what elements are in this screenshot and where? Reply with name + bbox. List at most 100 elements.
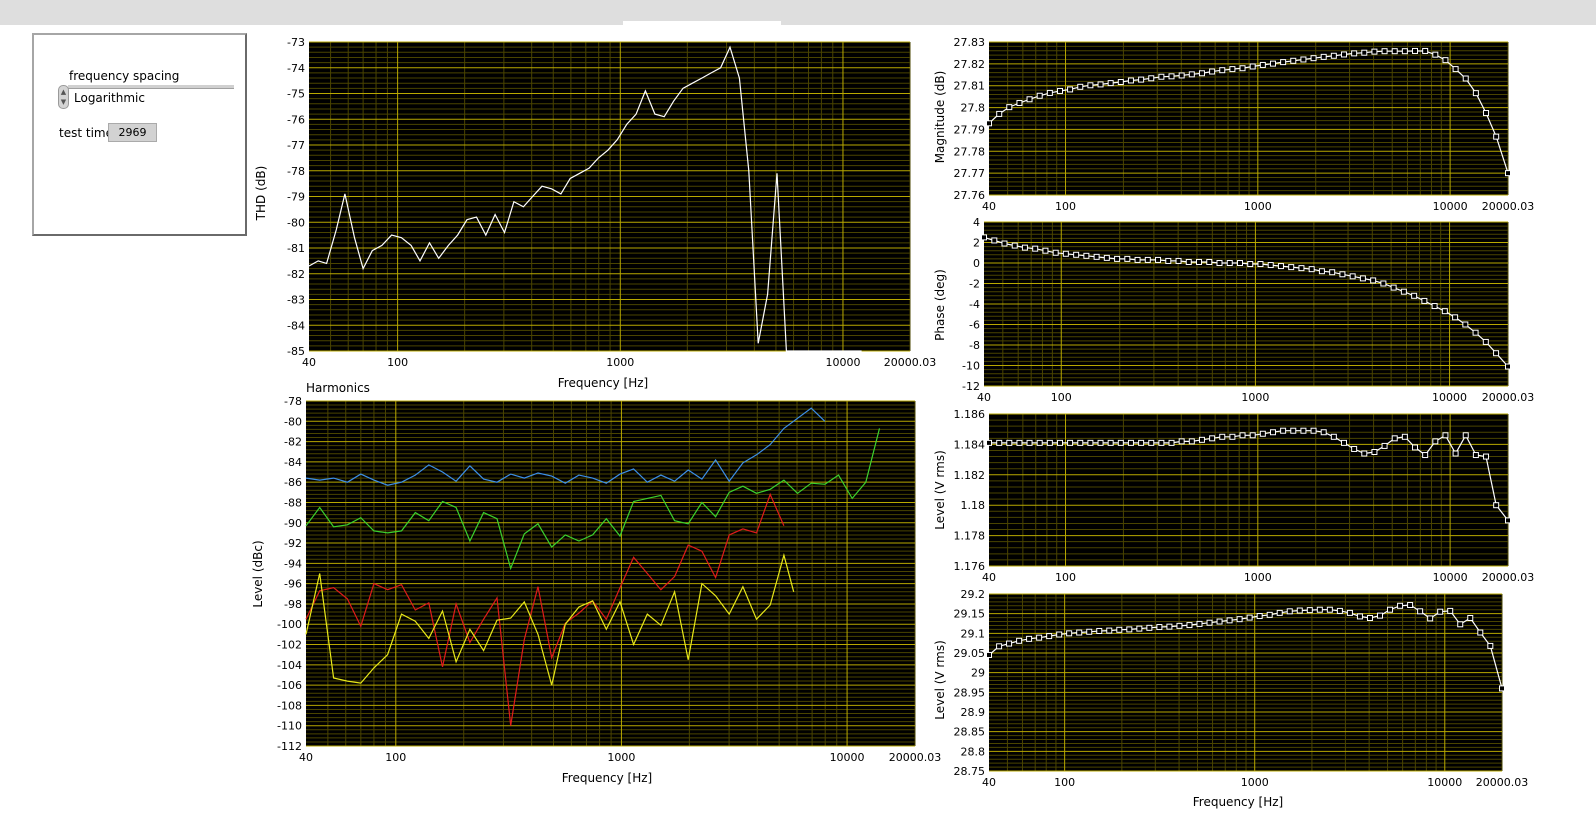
data-point-marker xyxy=(1421,297,1428,304)
data-point-marker xyxy=(1391,435,1398,442)
data-point-marker xyxy=(1036,92,1043,99)
data-point-marker xyxy=(1006,439,1013,446)
data-point-marker xyxy=(1472,452,1479,459)
y-tick-label: 1.18 xyxy=(961,499,986,512)
data-point-marker xyxy=(1330,52,1337,59)
frequency-spacing-value[interactable]: Logarithmic xyxy=(74,91,145,105)
data-point-marker xyxy=(1067,439,1074,446)
y-tick-label: -84 xyxy=(284,456,302,469)
thd-y-axis-label: THD (dB) xyxy=(254,166,268,222)
x-tick-label: 1000 xyxy=(606,356,634,369)
x-tick-label: 1000 xyxy=(1241,391,1269,404)
data-point-marker xyxy=(1086,628,1093,635)
data-point-marker xyxy=(1097,81,1104,88)
data-point-marker xyxy=(1483,453,1490,460)
data-point-marker xyxy=(1117,439,1124,446)
data-point-marker xyxy=(1505,517,1511,524)
x-tick-label: 40 xyxy=(302,356,316,369)
data-point-marker xyxy=(1472,90,1479,97)
data-point-marker xyxy=(1427,615,1434,622)
data-point-marker xyxy=(1046,439,1053,446)
frequency-spacing-ring[interactable]: ▲ ▼ Logarithmic xyxy=(58,85,234,109)
data-point-marker xyxy=(996,439,1003,446)
y-tick-label: 0 xyxy=(973,257,980,270)
data-point-marker xyxy=(1308,266,1315,273)
data-point-marker xyxy=(1107,439,1114,446)
data-point-marker xyxy=(1387,606,1394,613)
data-point-marker xyxy=(1216,618,1223,625)
x-tick-label: 10000 xyxy=(1433,200,1468,213)
data-point-marker xyxy=(1107,80,1114,87)
data-point-marker xyxy=(1280,59,1287,66)
input-level-y-axis-label: Level (V rms) xyxy=(933,640,947,720)
frequency-spacing-stepper[interactable]: ▲ ▼ xyxy=(58,85,69,109)
data-point-marker xyxy=(1330,433,1337,440)
data-point-marker xyxy=(1371,449,1378,455)
y-tick-label: -90 xyxy=(284,517,302,530)
y-tick-label: 27.77 xyxy=(954,167,986,180)
x-tick-label: 20000.03 xyxy=(1482,571,1535,584)
data-point-marker xyxy=(1381,48,1388,55)
stepper-up-icon[interactable]: ▲ xyxy=(60,88,67,96)
data-point-marker xyxy=(1320,429,1327,436)
data-point-marker xyxy=(1168,439,1175,446)
y-tick-label: -8 xyxy=(969,339,980,352)
data-point-marker xyxy=(1056,631,1063,638)
data-point-marker xyxy=(1380,280,1387,287)
data-point-marker xyxy=(1340,439,1347,446)
y-tick-label: -12 xyxy=(962,380,980,393)
data-point-marker xyxy=(1371,48,1378,55)
x-tick-label: 20000.03 xyxy=(889,751,942,764)
input-level-chart: Level (V rms) Frequency [Hz] 28.75 28.8 28… xyxy=(933,588,1528,809)
y-tick-label: 27.82 xyxy=(954,58,986,71)
data-point-marker xyxy=(1267,262,1274,269)
data-point-marker xyxy=(1493,350,1500,357)
data-point-marker xyxy=(1127,77,1134,84)
y-tick-label: -76 xyxy=(287,113,305,126)
data-point-marker xyxy=(1397,602,1404,609)
y-tick-label: -98 xyxy=(284,598,302,611)
x-tick-label: 10000 xyxy=(1427,776,1462,789)
y-tick-label: -84 xyxy=(287,319,305,332)
y-tick-label: -81 xyxy=(287,242,305,255)
plot-area xyxy=(306,401,915,746)
active-tab-indicator[interactable] xyxy=(623,21,781,25)
y-tick-label: -94 xyxy=(284,557,302,570)
window-top-bar xyxy=(0,0,1596,25)
data-point-marker xyxy=(1083,252,1090,259)
data-point-marker xyxy=(1236,260,1243,266)
data-point-marker xyxy=(1400,288,1407,295)
data-point-marker xyxy=(1158,73,1165,80)
y-tick-label: -2 xyxy=(969,278,980,291)
data-point-marker xyxy=(1026,439,1033,446)
y-tick-label: -83 xyxy=(287,294,305,307)
data-point-marker xyxy=(1229,66,1236,73)
x-tick-label: 1000 xyxy=(607,751,635,764)
data-point-marker xyxy=(1056,87,1063,94)
data-point-marker xyxy=(1134,256,1141,263)
data-point-marker xyxy=(1052,249,1059,256)
y-tick-label: 1.182 xyxy=(954,469,986,482)
data-point-marker xyxy=(1310,55,1317,62)
magnitude-chart: Magnitude (dB) 27.7627.7727.7827.7927.82… xyxy=(933,36,1534,213)
data-point-marker xyxy=(1442,57,1449,64)
data-point-marker xyxy=(1401,433,1408,440)
stepper-down-icon[interactable]: ▼ xyxy=(60,98,67,106)
data-point-marker xyxy=(1198,70,1205,77)
data-point-marker xyxy=(1276,609,1283,616)
data-point-marker xyxy=(1196,258,1203,265)
data-point-marker xyxy=(1432,51,1439,58)
y-tick-label: -100 xyxy=(277,618,302,631)
x-tick-label: 100 xyxy=(387,356,408,369)
y-tick-label: 27.81 xyxy=(954,80,986,93)
data-point-marker xyxy=(1073,251,1080,258)
data-point-marker xyxy=(1432,438,1439,445)
y-tick-label: -78 xyxy=(284,395,302,408)
x-tick-label: 20000.03 xyxy=(1482,200,1535,213)
data-point-marker xyxy=(1249,432,1256,439)
y-tick-label: -6 xyxy=(969,319,980,332)
data-point-marker xyxy=(1487,642,1494,649)
data-point-marker xyxy=(1493,502,1500,509)
y-tick-label: 27.8 xyxy=(961,102,986,115)
data-point-marker xyxy=(1206,258,1213,265)
